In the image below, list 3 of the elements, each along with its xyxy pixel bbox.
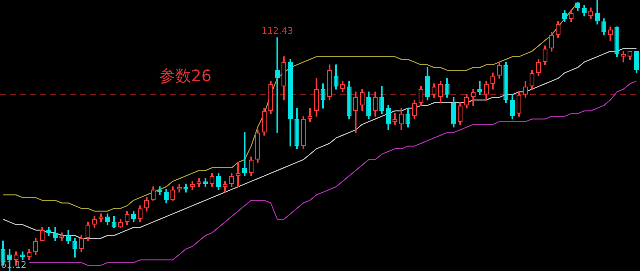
annotation: 参数26 bbox=[159, 66, 212, 86]
annotation: 112.43 bbox=[262, 26, 294, 37]
candlestick bbox=[275, 38, 280, 134]
